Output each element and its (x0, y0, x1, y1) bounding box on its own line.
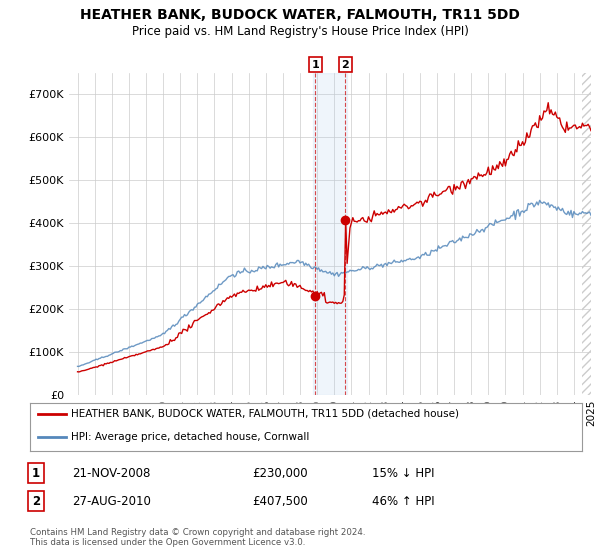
Bar (583, 73, 599, 395)
Text: £407,500: £407,500 (252, 494, 308, 508)
Bar (583, 73, 599, 395)
Text: 27-AUG-2010: 27-AUG-2010 (72, 494, 151, 508)
Text: Price paid vs. HM Land Registry's House Price Index (HPI): Price paid vs. HM Land Registry's House … (131, 25, 469, 38)
Text: HPI: Average price, detached house, Cornwall: HPI: Average price, detached house, Corn… (71, 432, 310, 442)
Text: 1: 1 (32, 466, 40, 480)
Text: HEATHER BANK, BUDOCK WATER, FALMOUTH, TR11 5DD: HEATHER BANK, BUDOCK WATER, FALMOUTH, TR… (80, 8, 520, 22)
Text: 2: 2 (32, 494, 40, 508)
Text: HEATHER BANK, BUDOCK WATER, FALMOUTH, TR11 5DD (detached house): HEATHER BANK, BUDOCK WATER, FALMOUTH, TR… (71, 409, 460, 419)
Text: 21-NOV-2008: 21-NOV-2008 (72, 466, 151, 480)
Text: 1: 1 (311, 59, 319, 69)
Text: £230,000: £230,000 (252, 466, 308, 480)
Bar (313, 73, 347, 395)
Text: 2: 2 (341, 59, 349, 69)
Text: Contains HM Land Registry data © Crown copyright and database right 2024.
This d: Contains HM Land Registry data © Crown c… (30, 528, 365, 547)
Text: 15% ↓ HPI: 15% ↓ HPI (372, 466, 434, 480)
Text: 46% ↑ HPI: 46% ↑ HPI (372, 494, 434, 508)
